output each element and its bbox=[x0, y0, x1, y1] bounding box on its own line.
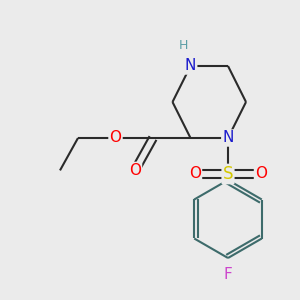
Text: S: S bbox=[223, 165, 233, 183]
Text: N: N bbox=[185, 58, 196, 74]
Text: N: N bbox=[222, 130, 234, 146]
Text: O: O bbox=[189, 167, 201, 182]
Text: H: H bbox=[178, 39, 188, 52]
Text: O: O bbox=[129, 163, 141, 178]
Text: O: O bbox=[255, 167, 267, 182]
Text: O: O bbox=[110, 130, 122, 146]
Text: F: F bbox=[224, 267, 232, 282]
